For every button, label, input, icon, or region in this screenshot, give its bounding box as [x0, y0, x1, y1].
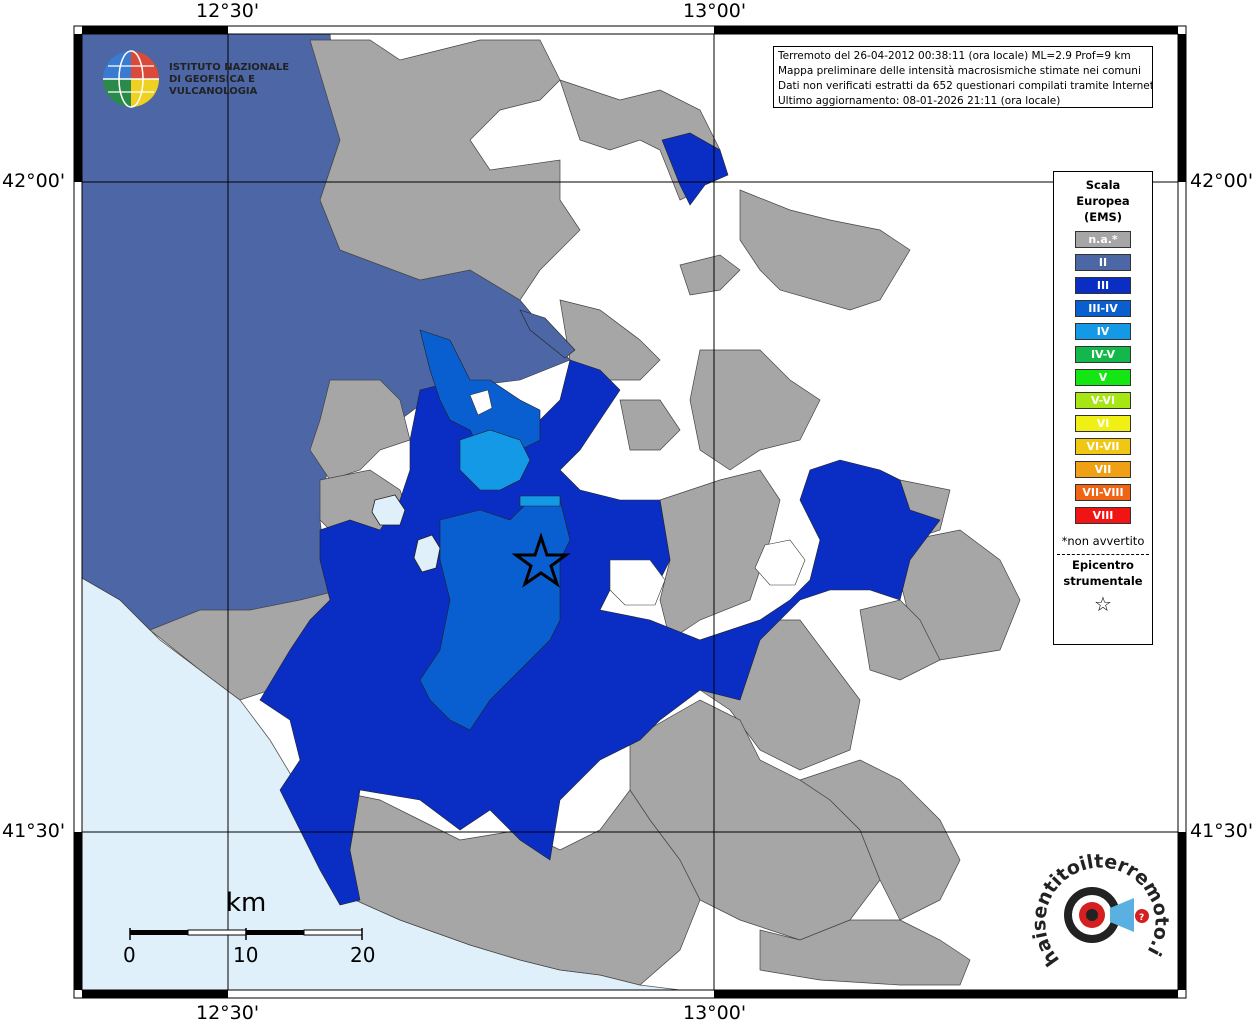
legend-swatch: III-IV: [1075, 300, 1131, 317]
graticule: [82, 34, 1178, 990]
globe-icon: [103, 50, 159, 108]
region-iii-north: [661, 132, 729, 206]
legend-separator: [1057, 554, 1149, 555]
gap-1: [609, 559, 666, 606]
haisentito-text: haisentitoilterremoto.it: [1030, 840, 1172, 970]
legend-swatch: V: [1075, 369, 1131, 386]
scalebar-tick-10: 10: [233, 943, 259, 967]
legend-swatch: VIII: [1075, 507, 1131, 524]
legend-title-line3: (EMS): [1083, 210, 1123, 224]
ingv-logo: ISTITUTO NAZIONALE DI GEOFISICA E VULCAN…: [100, 48, 320, 108]
region-ii-strip: [519, 309, 576, 359]
event-info-box: Terremoto del 26-04-2012 00:38:11 (ora l…: [773, 46, 1153, 108]
region-iii: [259, 359, 941, 906]
ingv-logo-text: ISTITUTO NAZIONALE DI GEOFISICA E VULCAN…: [169, 62, 320, 98]
event-info-line4: Ultimo aggiornamento: 08-01-2026 21:11 (…: [778, 95, 1061, 107]
lake-2: [413, 534, 441, 573]
gap-3: [469, 389, 493, 416]
legend-title-line2: Europea: [1076, 194, 1130, 208]
target-icon: ?: [1064, 887, 1149, 943]
svg-text:?: ?: [1139, 913, 1144, 923]
legend-swatch: VII: [1075, 461, 1131, 478]
haisentito-logo: ? haisentitoilterremoto.it: [1030, 840, 1180, 990]
ingv-line1: ISTITUTO NAZIONALE: [169, 62, 290, 73]
legend-swatch: IV-V: [1075, 346, 1131, 363]
event-info-line3: Dati non verificati estratti da 652 ques…: [778, 80, 1153, 92]
legend-swatch: V-VI: [1075, 392, 1131, 409]
coord-bottom-left: 12°30': [196, 1002, 260, 1024]
coord-right-bottom: 41°30': [1190, 820, 1254, 842]
legend-swatch: n.a.*: [1075, 231, 1131, 248]
coord-top-left: 12°30': [196, 0, 260, 22]
legend-swatch: IV: [1075, 323, 1131, 340]
epicenter-star-icon: [511, 532, 571, 588]
legend-title-line1: Scala: [1085, 178, 1121, 192]
svg-text:haisentitoilterremoto.it: haisentitoilterremoto.it: [1030, 840, 1172, 970]
coord-bottom-right: 13°00': [683, 1002, 747, 1024]
legend-star-icon: ☆: [1094, 592, 1112, 616]
legend-swatch: VII-VIII: [1075, 484, 1131, 501]
legend-title: Scala Europea (EMS): [1054, 177, 1152, 225]
event-info-line2: Mappa preliminare delle intensità macros…: [778, 65, 1141, 77]
scalebar-unit: km: [226, 888, 267, 918]
coord-right-top: 42°00': [1190, 170, 1254, 192]
lake-1: [371, 494, 406, 526]
coord-top-right: 13°00': [683, 0, 747, 22]
region-iv: [459, 429, 561, 507]
scalebar-tick-0: 0: [123, 943, 136, 967]
legend-swatch: VI-VII: [1075, 438, 1131, 455]
legend-epicenter-line2: strumentale: [1063, 574, 1143, 588]
gap-2: [754, 539, 806, 586]
map-frame: [73, 25, 1187, 999]
event-info-line1: Terremoto del 26-04-2012 00:38:11 (ora l…: [778, 50, 1131, 62]
intensity-legend: Scala Europea (EMS) n.a.* II III III-IV IV IV…: [1053, 171, 1153, 645]
ingv-line2: DI GEOFISICA E VULCANOLOGIA: [169, 74, 258, 97]
legend-epicenter-label: Epicentro strumentale: [1054, 557, 1152, 589]
legend-items: n.a.* II III III-IV IV IV-V V V-VI VI VI-VII VII VI…: [1054, 231, 1152, 524]
legend-note: *non avvertito: [1061, 534, 1145, 548]
scale-bar: [129, 928, 363, 940]
coord-left-bottom: 41°30': [2, 820, 66, 842]
legend-swatch: VI: [1075, 415, 1131, 432]
legend-swatch: II: [1075, 254, 1131, 271]
legend-swatch: III: [1075, 277, 1131, 294]
legend-epicenter-line1: Epicentro: [1072, 558, 1134, 572]
coord-left-top: 42°00': [2, 170, 66, 192]
scalebar-tick-20: 20: [350, 943, 376, 967]
